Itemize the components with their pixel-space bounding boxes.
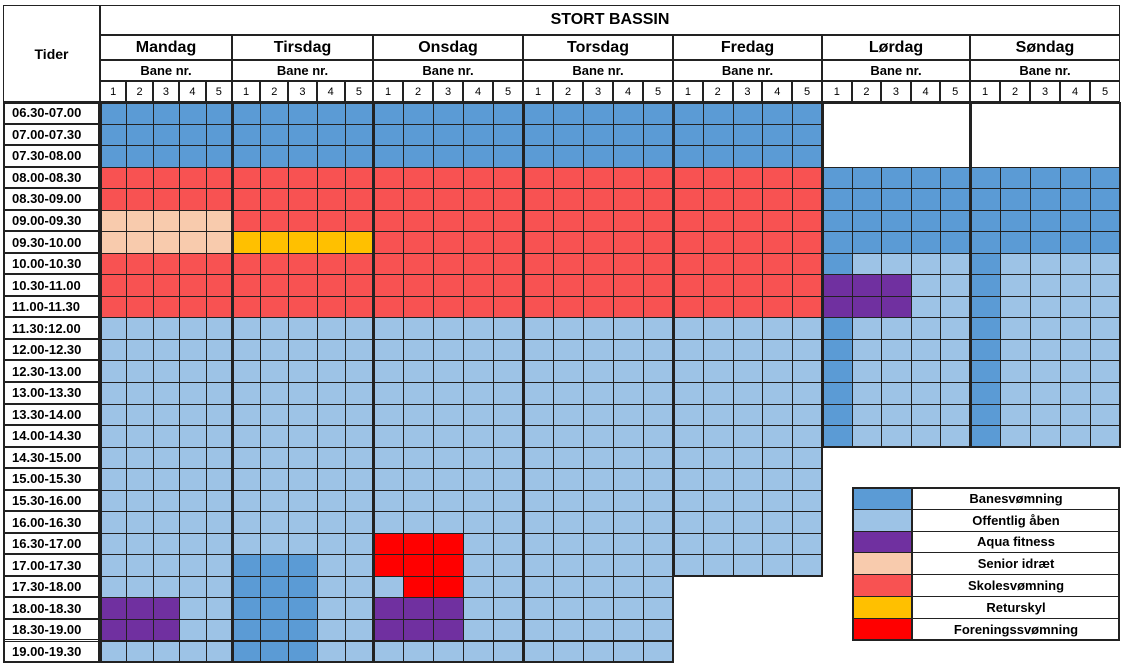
lane-number: 2	[403, 81, 433, 102]
day-outline	[673, 102, 823, 577]
lane-number: 1	[970, 81, 1000, 102]
lane-number: 1	[822, 81, 852, 102]
legend-outline	[852, 487, 1120, 641]
lane-number: 2	[1000, 81, 1030, 102]
time-header: Tider	[3, 5, 100, 102]
day-outline	[232, 102, 374, 664]
lane-header: Bane nr.	[673, 60, 822, 81]
times-outline	[3, 102, 100, 664]
lane-header: Bane nr.	[523, 60, 673, 81]
lane-number: 1	[523, 81, 553, 102]
lane-number: 4	[179, 81, 206, 102]
lane-header: Bane nr.	[373, 60, 523, 81]
lane-number: 3	[583, 81, 613, 102]
lane-number: 5	[493, 81, 523, 102]
lane-number: 2	[851, 81, 882, 102]
day-header: Fredag	[673, 35, 822, 60]
lane-number: 3	[732, 81, 763, 102]
day-header: Onsdag	[373, 35, 523, 60]
lane-number: 5	[940, 81, 970, 102]
lane-number: 5	[792, 81, 822, 102]
lane-number: 5	[1090, 81, 1120, 102]
lane-number: 1	[232, 81, 261, 102]
lane-number: 4	[1060, 81, 1090, 102]
lane-header: Bane nr.	[970, 60, 1120, 81]
day-header: Torsdag	[523, 35, 673, 60]
lane-number: 5	[205, 81, 232, 102]
lane-number: 4	[613, 81, 643, 102]
lane-number: 2	[260, 81, 289, 102]
lane-number: 2	[553, 81, 583, 102]
lane-number: 4	[762, 81, 793, 102]
lane-number: 3	[152, 81, 180, 102]
lane-number: 3	[1030, 81, 1060, 102]
day-outline	[523, 102, 674, 664]
day-header: Tirsdag	[232, 35, 373, 60]
lane-number: 1	[673, 81, 703, 102]
day-header: Lørdag	[822, 35, 970, 60]
lane-number: 2	[126, 81, 153, 102]
lane-number: 1	[373, 81, 403, 102]
lane-number: 5	[344, 81, 373, 102]
lane-header: Bane nr.	[232, 60, 373, 81]
lane-number: 4	[316, 81, 345, 102]
lane-number: 3	[288, 81, 317, 102]
day-outline	[822, 102, 971, 448]
day-header: Mandag	[100, 35, 232, 60]
lane-header: Bane nr.	[100, 60, 232, 81]
lane-header: Bane nr.	[822, 60, 970, 81]
lane-number: 4	[910, 81, 941, 102]
lane-number: 1	[100, 81, 127, 102]
day-outline	[373, 102, 524, 664]
day-header: Søndag	[970, 35, 1120, 60]
title: STORT BASSIN	[100, 5, 1120, 35]
lane-number: 3	[881, 81, 911, 102]
lane-number: 5	[643, 81, 673, 102]
day-outline	[970, 102, 1121, 448]
lane-number: 4	[463, 81, 493, 102]
lane-number: 3	[433, 81, 463, 102]
lane-number: 2	[702, 81, 733, 102]
day-outline	[100, 102, 233, 664]
